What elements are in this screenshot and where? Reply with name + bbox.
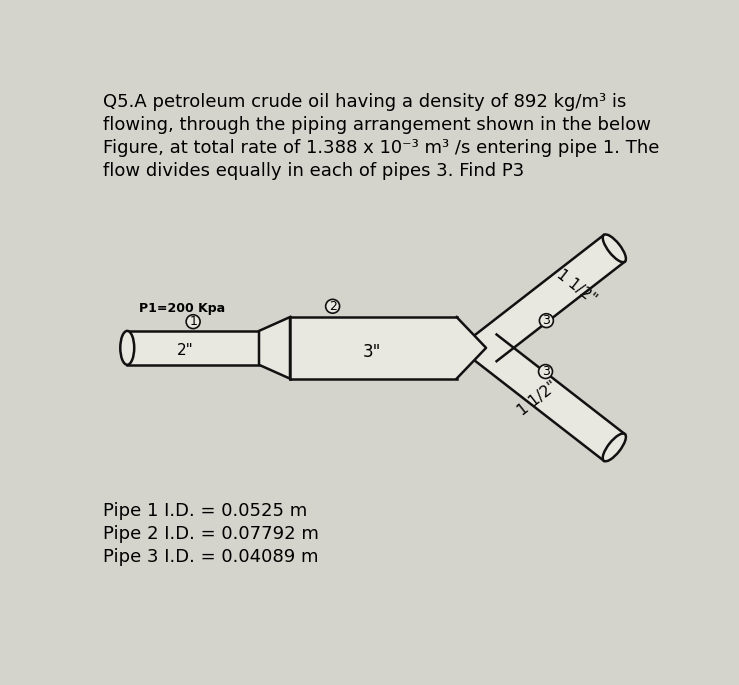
Polygon shape [476, 334, 624, 461]
Text: 2: 2 [329, 300, 336, 313]
Polygon shape [457, 317, 486, 379]
Text: Pipe 2 I.D. = 0.07792 m: Pipe 2 I.D. = 0.07792 m [103, 525, 319, 543]
Text: Q5.A petroleum crude oil having a density of 892 kg/m³ is: Q5.A petroleum crude oil having a densit… [103, 93, 627, 111]
Text: flow divides equally in each of pipes 3. Find P3: flow divides equally in each of pipes 3.… [103, 162, 525, 180]
Text: P1=200 Kpa: P1=200 Kpa [139, 301, 225, 314]
Text: 2": 2" [177, 343, 194, 358]
Circle shape [186, 314, 200, 329]
Text: Pipe 3 I.D. = 0.04089 m: Pipe 3 I.D. = 0.04089 m [103, 548, 319, 566]
Text: 3: 3 [542, 365, 550, 378]
Polygon shape [476, 235, 624, 361]
Circle shape [326, 299, 340, 313]
Text: 3: 3 [542, 314, 551, 327]
Ellipse shape [120, 331, 134, 365]
Text: 1 1/2": 1 1/2" [554, 266, 599, 307]
Text: Pipe 1 I.D. = 0.0525 m: Pipe 1 I.D. = 0.0525 m [103, 502, 307, 520]
Ellipse shape [603, 434, 626, 461]
Circle shape [539, 314, 554, 327]
Text: 1 1/2": 1 1/2" [515, 378, 561, 419]
Polygon shape [259, 317, 290, 379]
Ellipse shape [603, 234, 626, 262]
Bar [290, 317, 457, 379]
Bar [127, 331, 259, 365]
Text: Figure, at total rate of 1.388 x 10⁻³ m³ /s entering pipe 1. The: Figure, at total rate of 1.388 x 10⁻³ m³… [103, 139, 660, 157]
Text: 1: 1 [189, 315, 197, 328]
Text: 3": 3" [362, 342, 381, 361]
Circle shape [539, 364, 553, 379]
Text: flowing, through the piping arrangement shown in the below: flowing, through the piping arrangement … [103, 116, 651, 134]
